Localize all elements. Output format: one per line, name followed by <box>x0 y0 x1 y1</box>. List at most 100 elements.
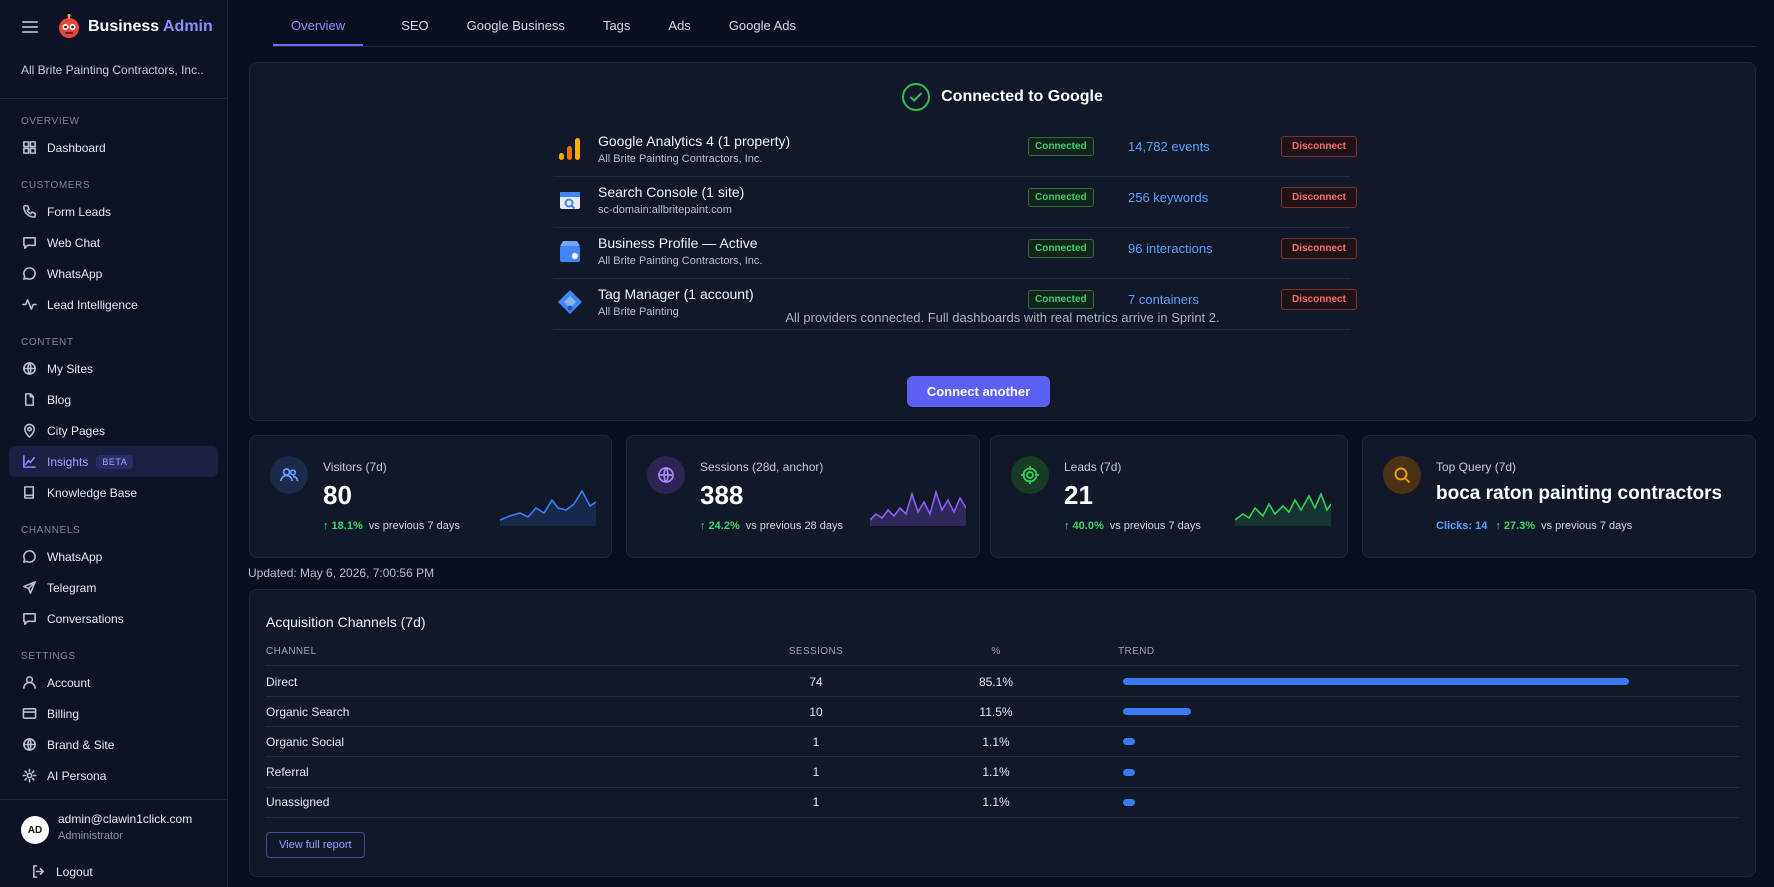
robot-logo-icon <box>59 14 79 38</box>
sessions-sparkline <box>870 489 966 526</box>
status-badge: Connected <box>1028 290 1094 309</box>
stat-value: boca raton painting contractors <box>1436 483 1723 504</box>
table-row: Direct 74 85.1% <box>266 667 1739 697</box>
disconnect-button[interactable]: Disconnect <box>1281 187 1357 208</box>
acquisition-title: Acquisition Channels (7d) <box>266 614 426 630</box>
stat-change-percent: ↑ 40.0% <box>1064 520 1104 532</box>
sidebar-item-city-pages[interactable]: City Pages <box>9 415 218 446</box>
provider-row-analytics: Google Analytics 4 (1 property) All Brit… <box>553 127 1357 177</box>
sidebar-item-conversations[interactable]: Conversations <box>9 603 218 634</box>
sidebar-item-my-sites[interactable]: My Sites <box>9 353 218 384</box>
sidebar-item-account[interactable]: Account <box>9 667 218 698</box>
menu-icon[interactable] <box>22 21 38 33</box>
cell-channel: Referral <box>266 765 309 780</box>
disconnect-button[interactable]: Disconnect <box>1281 136 1357 157</box>
sidebar-item-web-chat[interactable]: Web Chat <box>9 227 218 258</box>
tag-manager-icon <box>558 290 582 314</box>
sidebar-item-brand-site[interactable]: Brand & Site <box>9 729 218 760</box>
connect-another-button[interactable]: Connect another <box>907 376 1050 407</box>
brand-name: Business Admin <box>88 18 213 36</box>
provider-name: Business Profile — Active <box>598 235 758 251</box>
view-full-report-button[interactable]: View full report <box>266 832 365 858</box>
org-name[interactable]: All Brite Painting Contractors, Inc.. <box>0 54 227 99</box>
sidebar-item-knowledge-base[interactable]: Knowledge Base <box>9 477 218 508</box>
tab-seo[interactable]: SEO <box>401 18 429 33</box>
cell-sessions: 10 <box>809 704 823 719</box>
stat-change-percent: ↑ 27.3% <box>1495 520 1536 532</box>
tab-overview[interactable]: Overview <box>273 0 364 46</box>
cell-channel: Organic Search <box>266 704 350 719</box>
disconnect-button[interactable]: Disconnect <box>1281 238 1357 259</box>
stat-compare: vs previous 7 days <box>368 520 460 532</box>
leads-sparkline <box>1235 491 1331 526</box>
acquisition-panel: Acquisition Channels (7d) CHANNEL SESSIO… <box>249 589 1756 877</box>
cell-channel: Unassigned <box>266 795 330 810</box>
sidebar-item-dashboard[interactable]: Dashboard <box>9 132 218 163</box>
stat-change-percent: ↑ 18.1% <box>323 520 363 532</box>
provider-metric-link[interactable]: 256 keywords <box>1128 190 1209 205</box>
provider-sub: All Brite Painting Contractors, Inc. <box>598 153 763 165</box>
visitors-sparkline <box>500 489 596 526</box>
sidebar-item-whatsapp[interactable]: WhatsApp <box>9 258 218 289</box>
stat-change: ↑ 40.0% vs previous 7 days <box>1064 520 1201 532</box>
stat-change: ↑ 18.1% vs previous 7 days <box>323 520 460 532</box>
status-badge: Connected <box>1028 239 1094 258</box>
avatar: AD <box>21 816 49 844</box>
logout-button[interactable]: Logout <box>18 856 93 887</box>
header-trend: TREND <box>1118 646 1155 657</box>
google-analytics-icon <box>559 138 580 160</box>
check-circle-icon <box>902 83 931 111</box>
stat-label: Leads (7d) <box>1064 460 1122 474</box>
cell-sessions: 1 <box>812 765 820 780</box>
map-pin-icon <box>24 423 35 438</box>
brand-name-first: Business <box>88 18 160 35</box>
sidebar-item-ai-persona[interactable]: AI Persona <box>9 760 218 791</box>
chat-icon <box>23 613 36 625</box>
connection-header: Connected to Google <box>250 83 1755 111</box>
stat-change: ↑ 24.2% vs previous 28 days <box>700 520 843 532</box>
provider-metric-link[interactable]: 96 interactions <box>1128 241 1213 256</box>
cell-percent: 1.1% <box>982 765 1010 780</box>
stat-change: Clicks: 14 ↑ 27.3% vs previous 7 days <box>1436 520 1632 532</box>
section-channels: CHANNELS <box>21 525 81 536</box>
sidebar-item-blog[interactable]: Blog <box>9 384 218 415</box>
message-circle-icon <box>23 267 36 280</box>
disconnect-button[interactable]: Disconnect <box>1281 289 1357 310</box>
sidebar-item-telegram[interactable]: Telegram <box>9 572 218 603</box>
trend-bar <box>1123 708 1192 716</box>
provider-metric-link[interactable]: 7 containers <box>1128 292 1199 307</box>
brand-header: Business Admin <box>0 0 227 54</box>
cell-percent: 11.5% <box>979 704 1013 719</box>
sidebar-item-label: City Pages <box>47 423 106 438</box>
cell-trend <box>1101 678 1739 685</box>
sidebar-item-label: Telegram <box>47 580 97 595</box>
sidebar-item-whatsapp-channel[interactable]: WhatsApp <box>9 541 218 572</box>
section-overview: OVERVIEW <box>21 116 80 127</box>
users-icon <box>270 456 308 494</box>
sidebar-item-insights[interactable]: Insights BETA <box>9 446 218 477</box>
business-profile-icon <box>560 241 580 262</box>
table-row: Organic Social 1 1.1% <box>266 727 1739 758</box>
tab-tags[interactable]: Tags <box>602 18 631 33</box>
sidebar-item-lead-intelligence[interactable]: Lead Intelligence <box>9 289 218 320</box>
sidebar-item-label: Blog <box>47 392 72 407</box>
sidebar-item-billing[interactable]: Billing <box>9 698 218 729</box>
sidebar: Business Admin All Brite Painting Contra… <box>0 0 228 887</box>
tab-google-ads[interactable]: Google Ads <box>728 18 797 33</box>
sidebar-item-label: Brand & Site <box>47 737 115 752</box>
trend-bar <box>1123 738 1135 746</box>
stat-change-percent: ↑ 24.2% <box>700 520 740 532</box>
tab-ads[interactable]: Ads <box>668 18 691 33</box>
cell-channel: Organic Social <box>266 734 345 749</box>
user-profile[interactable]: AD admin@clawin1click.com Administrator <box>0 799 227 844</box>
provider-metric-link[interactable]: 14,782 events <box>1128 139 1210 154</box>
tab-google-business[interactable]: Google Business <box>466 18 565 33</box>
stat-label: Sessions (28d, anchor) <box>700 460 824 474</box>
sidebar-item-form-leads[interactable]: Form Leads <box>9 196 218 227</box>
cell-percent: 85.1% <box>978 674 1014 689</box>
stat-value: 388 <box>700 480 744 510</box>
sidebar-item-label: Form Leads <box>47 204 112 219</box>
cell-trend <box>1101 798 1739 806</box>
stat-compare: vs previous 7 days <box>1109 520 1201 532</box>
globe-icon <box>23 738 36 751</box>
